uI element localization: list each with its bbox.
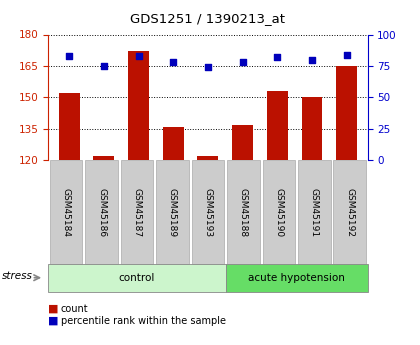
Point	[66, 53, 73, 59]
Bar	[197, 156, 218, 160]
Point	[239, 59, 246, 65]
Text: GSM45184: GSM45184	[62, 188, 71, 237]
Bar	[93, 156, 114, 160]
Text: GSM45190: GSM45190	[274, 188, 284, 237]
Text: acute hypotension: acute hypotension	[248, 273, 345, 283]
Bar	[336, 66, 357, 160]
Text: GSM45186: GSM45186	[97, 188, 106, 237]
Point	[274, 55, 281, 60]
Text: GSM45189: GSM45189	[168, 188, 177, 237]
Point	[309, 57, 315, 62]
Text: stress: stress	[2, 271, 33, 281]
Text: count: count	[61, 304, 89, 314]
Point	[343, 52, 350, 57]
Text: GSM45187: GSM45187	[132, 188, 142, 237]
Bar	[128, 51, 149, 160]
Text: percentile rank within the sample: percentile rank within the sample	[61, 316, 226, 326]
Text: ■: ■	[48, 316, 59, 326]
Text: GSM45191: GSM45191	[310, 188, 319, 237]
Bar	[267, 91, 288, 160]
Bar	[302, 98, 323, 160]
Text: GSM45188: GSM45188	[239, 188, 248, 237]
Text: GSM45192: GSM45192	[345, 188, 354, 237]
Text: GSM45193: GSM45193	[203, 188, 213, 237]
Point	[100, 63, 107, 69]
Point	[205, 65, 211, 70]
Bar	[163, 127, 184, 160]
Text: ■: ■	[48, 304, 59, 314]
Point	[135, 53, 142, 59]
Bar	[232, 125, 253, 160]
Point	[170, 59, 176, 65]
Text: control: control	[119, 273, 155, 283]
Text: GDS1251 / 1390213_at: GDS1251 / 1390213_at	[130, 12, 286, 25]
Bar	[59, 93, 79, 160]
